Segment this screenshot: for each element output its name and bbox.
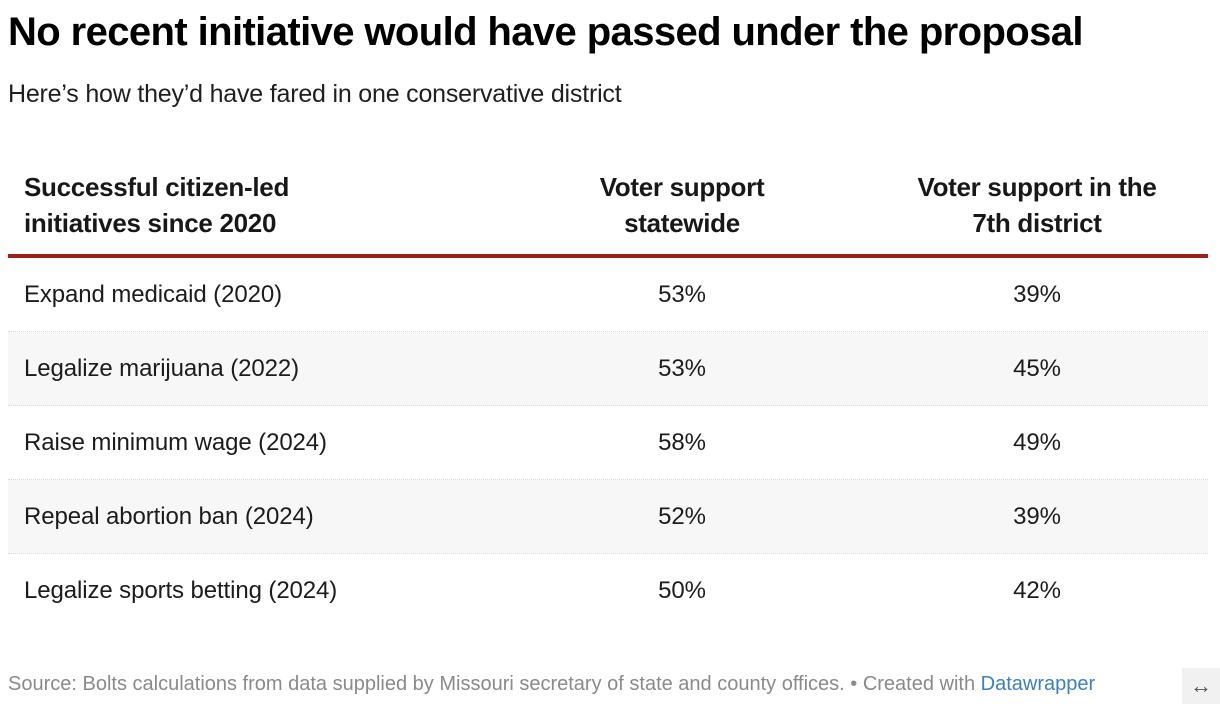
table-row: Repeal abortion ban (2024) 52% 39% (8, 480, 1208, 554)
column-header-line: Voter support (599, 172, 765, 202)
cell-statewide: 53% (658, 354, 706, 382)
column-header-line: statewide (624, 208, 740, 238)
column-header-statewide: Voter support statewide (498, 160, 866, 241)
cell-district7: 39% (1013, 280, 1061, 308)
cell-initiative: Legalize marijuana (2022) (24, 354, 300, 382)
column-header-initiative: Successful citizen-led initiatives since … (8, 160, 498, 241)
table-row: Raise minimum wage (2024) 58% 49% (8, 406, 1208, 480)
cell-district7: 42% (1013, 577, 1061, 604)
cell-district7: 45% (1013, 354, 1061, 382)
source-text: Source: Bolts calculations from data sup… (8, 673, 981, 695)
cell-district7: 49% (1013, 428, 1061, 456)
table-body: Expand medicaid (2020) 53% 39% Legalize mar… (8, 258, 1208, 628)
cell-initiative: Repeal abortion ban (2024) (24, 502, 314, 530)
column-header-line: initiatives since 2020 (24, 208, 277, 238)
cell-statewide: 53% (658, 280, 706, 308)
column-header-line: Successful citizen-led (24, 172, 290, 202)
cell-statewide: 50% (658, 577, 706, 604)
column-header-line: 7th district (972, 208, 1102, 238)
resize-handle-icon[interactable]: ↔ (1182, 668, 1220, 704)
chart-title: No recent initiative would have passed u… (8, 10, 1084, 54)
column-header-line: Voter support in the (917, 172, 1157, 202)
cell-initiative: Legalize sports betting (2024) (24, 577, 338, 604)
chart-subtitle: Here’s how they’d have fared in one cons… (8, 80, 622, 108)
table-header: Successful citizen-led initiatives since … (8, 160, 1208, 258)
table-row: Legalize marijuana (2022) 53% 45% (8, 332, 1208, 406)
cell-initiative: Expand medicaid (2020) (24, 280, 282, 308)
table-row: Expand medicaid (2020) 53% 39% (8, 258, 1208, 332)
cell-district7: 39% (1013, 502, 1061, 530)
cell-initiative: Raise minimum wage (2024) (24, 428, 327, 456)
table-row: Legalize sports betting (2024) 50% 42% (8, 554, 1208, 628)
cell-statewide: 58% (658, 428, 706, 456)
column-header-district7: Voter support in the 7th district (866, 160, 1208, 241)
cell-statewide: 52% (658, 502, 706, 530)
data-table: Successful citizen-led initiatives since … (8, 160, 1208, 628)
datawrapper-link[interactable]: Datawrapper (980, 673, 1096, 695)
source-footer: Source: Bolts calculations from data sup… (8, 671, 1095, 697)
